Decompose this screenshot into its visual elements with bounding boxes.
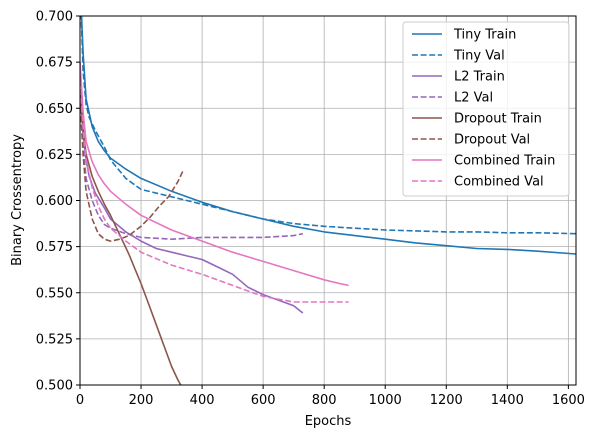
x-tick-label: 1200 — [430, 393, 463, 408]
legend-label: Dropout Train — [454, 112, 542, 127]
y-tick-label: 0.500 — [36, 379, 73, 394]
legend-item-tiny-val: Tiny Val — [412, 49, 505, 64]
y-tick-label: 0.550 — [36, 286, 73, 301]
series-line-dropout-val — [80, 98, 185, 242]
legend-item-dropout-val: Dropout Val — [412, 133, 530, 148]
legend-item-combined-train: Combined Train — [412, 154, 555, 169]
y-tick-label: 0.600 — [36, 194, 73, 209]
legend-label: L2 Train — [454, 70, 505, 85]
legend-item-combined-val: Combined Val — [412, 175, 544, 190]
x-tick-label: 400 — [190, 393, 215, 408]
series-lines — [80, 16, 576, 385]
y-ticks: 0.500 0.525 0.550 0.575 0.600 0.625 0.650 0.675… — [36, 10, 80, 394]
legend: Tiny Train Tiny Val L2 Train L2 Val Dropout … — [402, 21, 570, 197]
y-axis-label: Binary Crossentropy — [10, 134, 25, 266]
x-tick-label: 1000 — [369, 393, 402, 408]
x-tick-label: 200 — [129, 393, 154, 408]
legend-item-l2-val: L2 Val — [412, 91, 493, 106]
series-line-combined-train — [80, 62, 349, 287]
series-line-combined-val — [80, 80, 349, 303]
legend-label: Combined Train — [454, 154, 555, 169]
legend-label: L2 Val — [454, 91, 493, 106]
legend-label: Tiny Val — [453, 49, 505, 64]
series-line-tiny-val — [80, 16, 576, 235]
legend-label: Dropout Val — [454, 133, 530, 148]
x-tick-label: 0 — [76, 393, 84, 408]
legend-label: Tiny Train — [453, 28, 516, 43]
y-tick-label: 0.675 — [36, 56, 73, 71]
x-ticks: 0 200 400 600 800 1000 1200 1400 1600 — [76, 385, 585, 408]
y-tick-label: 0.525 — [36, 332, 73, 347]
legend-item-tiny-train: Tiny Train — [412, 28, 516, 43]
y-tick-label: 0.625 — [36, 148, 73, 163]
y-tick-label: 0.650 — [36, 102, 73, 117]
series-line-dropout-train — [80, 89, 182, 385]
legend-label: Combined Val — [454, 175, 544, 190]
x-tick-label: 600 — [251, 393, 276, 408]
x-tick-label: 1600 — [552, 393, 585, 408]
legend-item-dropout-train: Dropout Train — [412, 112, 542, 127]
x-tick-label: 1400 — [491, 393, 524, 408]
legend-item-l2-train: L2 Train — [412, 70, 505, 85]
y-tick-label: 0.700 — [36, 10, 73, 25]
legend-box — [402, 21, 570, 197]
y-tick-label: 0.575 — [36, 240, 73, 255]
series-line-l2-val — [80, 98, 303, 240]
x-axis-label: Epochs — [305, 414, 352, 429]
x-tick-label: 800 — [312, 393, 337, 408]
